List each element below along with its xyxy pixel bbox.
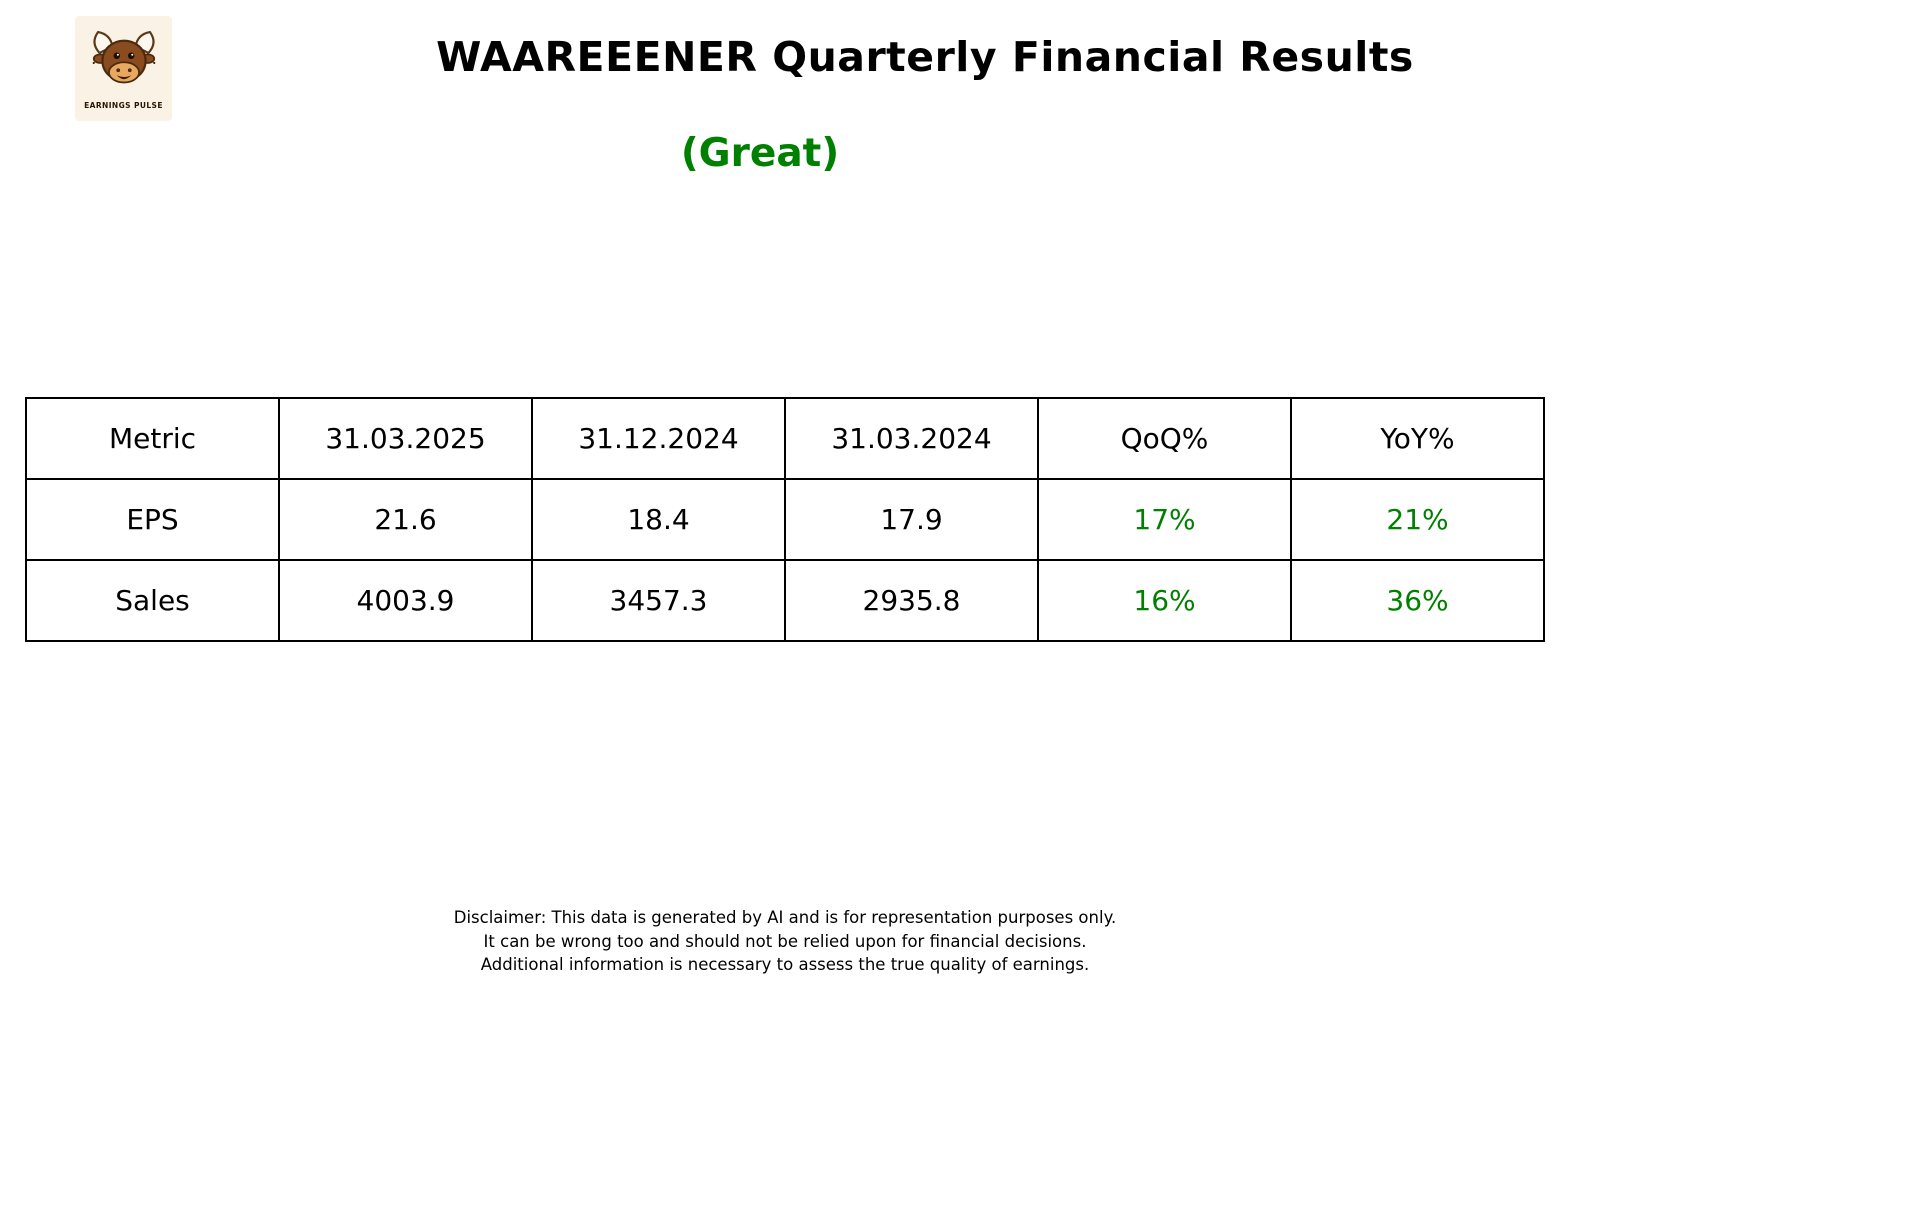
- cell-eps-label: EPS: [25, 478, 280, 561]
- header-cell-q-previous: 31.12.2024: [531, 397, 786, 480]
- page-title: WAAREEENER Quarterly Financial Results: [436, 33, 1414, 81]
- table-row-sales: Sales 4003.9 3457.3 2935.8 16% 36%: [25, 559, 1545, 642]
- disclaimer-line-1: Disclaimer: This data is generated by AI…: [453, 908, 1117, 927]
- cell-sales-current: 4003.9: [278, 559, 533, 642]
- header-cell-q-current: 31.03.2025: [278, 397, 533, 480]
- earnings-pulse-logo: EARNINGS PULSE: [75, 16, 172, 121]
- cell-sales-label: Sales: [25, 559, 280, 642]
- disclaimer-line-3: Additional information is necessary to a…: [480, 955, 1090, 974]
- table-header-row: Metric 31.03.2025 31.12.2024 31.03.2024 …: [25, 397, 1545, 480]
- bull-cartoon-icon: [88, 27, 160, 99]
- cell-eps-qoq: 17%: [1037, 478, 1292, 561]
- cell-sales-yearago: 2935.8: [784, 559, 1039, 642]
- cell-eps-previous: 18.4: [531, 478, 786, 561]
- cell-sales-yoy: 36%: [1290, 559, 1545, 642]
- cell-sales-previous: 3457.3: [531, 559, 786, 642]
- cell-sales-qoq: 16%: [1037, 559, 1292, 642]
- financial-table-container: Metric 31.03.2025 31.12.2024 31.03.2024 …: [25, 397, 1545, 642]
- rating-subtitle: (Great): [680, 131, 840, 176]
- logo-text: EARNINGS PULSE: [84, 101, 163, 110]
- table-row-eps: EPS 21.6 18.4 17.9 17% 21%: [25, 478, 1545, 561]
- header-cell-q-yearago: 31.03.2024: [784, 397, 1039, 480]
- header-cell-metric: Metric: [25, 397, 280, 480]
- disclaimer-line-2: It can be wrong too and should not be re…: [483, 931, 1087, 951]
- cell-eps-current: 21.6: [278, 478, 533, 561]
- financial-table: Metric 31.03.2025 31.12.2024 31.03.2024 …: [25, 397, 1545, 642]
- cell-eps-yearago: 17.9: [784, 478, 1039, 561]
- cell-eps-yoy: 21%: [1290, 478, 1545, 561]
- disclaimer: Disclaimer: This data is generated by AI…: [25, 906, 1545, 977]
- header-cell-qoq: QoQ%: [1037, 397, 1292, 480]
- header-cell-yoy: YoY%: [1290, 397, 1545, 480]
